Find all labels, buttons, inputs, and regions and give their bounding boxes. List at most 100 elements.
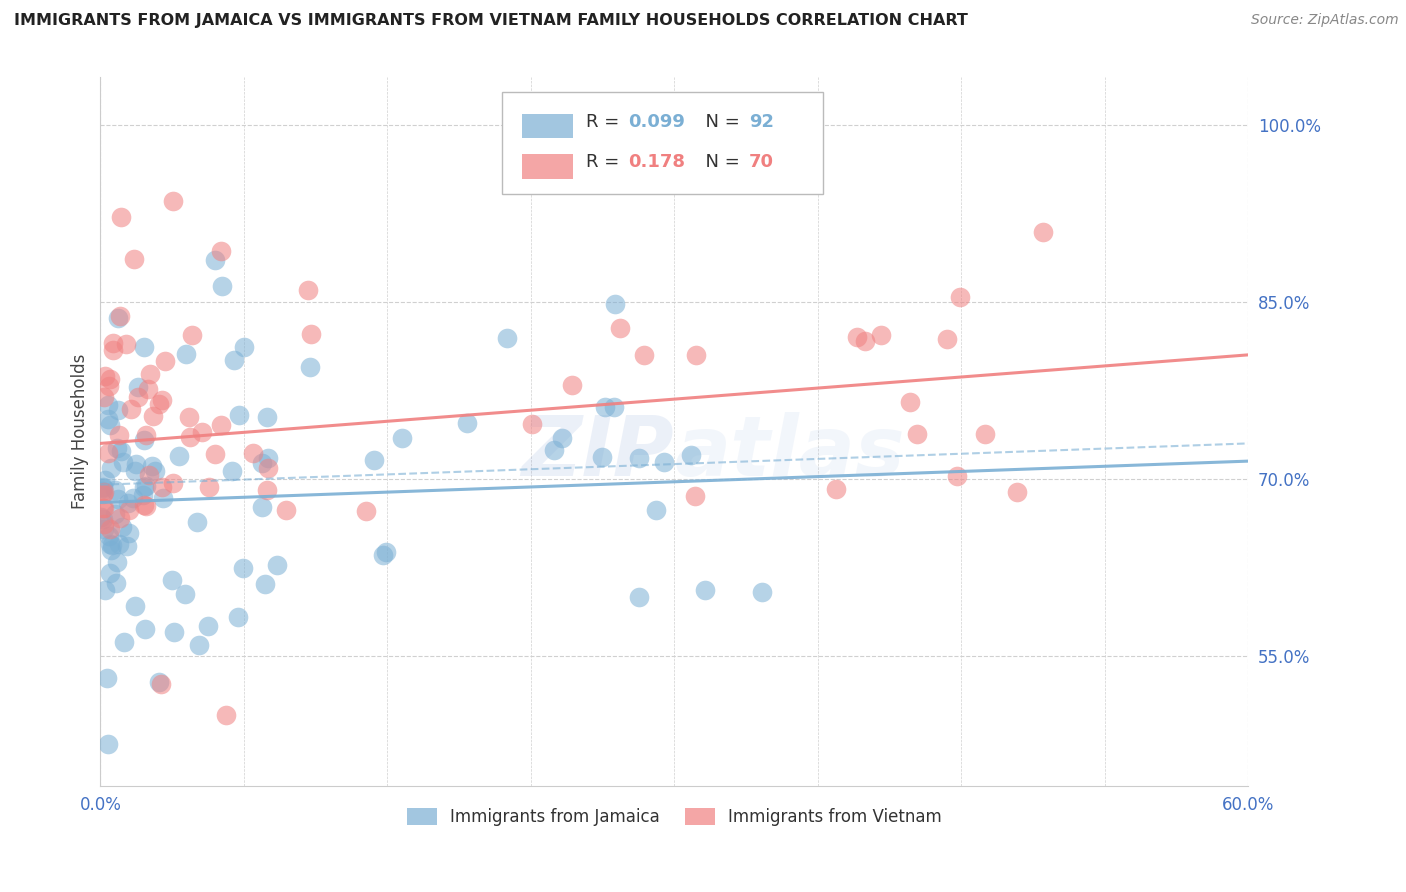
- Legend: Immigrants from Jamaica, Immigrants from Vietnam: Immigrants from Jamaica, Immigrants from…: [398, 799, 950, 834]
- Point: [209, 417, 232, 432]
- Point: [98, 418, 121, 433]
- Bar: [522, 114, 574, 138]
- Point: [105, 555, 128, 569]
- Point: [681, 448, 703, 462]
- Text: N =: N =: [693, 113, 745, 131]
- Point: [1007, 485, 1029, 500]
- Point: [134, 479, 156, 493]
- Point: [98, 379, 121, 393]
- Point: [150, 676, 173, 690]
- Point: [551, 431, 574, 445]
- Point: [633, 348, 655, 362]
- Point: [228, 409, 250, 423]
- Point: [111, 455, 134, 469]
- Point: [224, 352, 246, 367]
- Point: [136, 383, 159, 397]
- Point: [204, 447, 226, 461]
- Point: [135, 499, 157, 513]
- Point: [107, 492, 129, 507]
- Point: [135, 479, 157, 493]
- Point: [543, 442, 565, 457]
- Point: [198, 480, 221, 494]
- Point: [91, 486, 114, 500]
- Point: [869, 328, 891, 343]
- Point: [91, 483, 114, 498]
- Point: [93, 522, 115, 536]
- Point: [124, 599, 146, 613]
- Point: [593, 400, 616, 414]
- Point: [456, 416, 478, 430]
- Point: [609, 320, 631, 334]
- Point: [150, 480, 173, 494]
- Point: [110, 444, 132, 458]
- Point: [174, 347, 197, 361]
- Point: [232, 561, 254, 575]
- Point: [127, 391, 149, 405]
- Point: [142, 409, 165, 423]
- Point: [118, 525, 141, 540]
- Point: [122, 252, 145, 266]
- Point: [107, 310, 129, 325]
- Point: [250, 500, 273, 514]
- Point: [374, 545, 396, 559]
- Point: [150, 393, 173, 408]
- Point: [898, 395, 921, 409]
- Point: [132, 498, 155, 512]
- Point: [105, 575, 128, 590]
- Point: [114, 336, 136, 351]
- Point: [693, 583, 716, 598]
- Point: [628, 451, 651, 466]
- Point: [138, 468, 160, 483]
- Point: [645, 503, 668, 517]
- Point: [117, 539, 139, 553]
- Point: [124, 464, 146, 478]
- Point: [96, 671, 118, 685]
- Point: [93, 501, 115, 516]
- Point: [145, 463, 167, 477]
- Point: [949, 290, 972, 304]
- FancyBboxPatch shape: [502, 92, 824, 194]
- Point: [256, 409, 278, 424]
- Point: [603, 400, 626, 414]
- Point: [228, 610, 250, 624]
- Point: [98, 536, 121, 550]
- Point: [266, 558, 288, 572]
- Point: [104, 483, 127, 497]
- Point: [135, 428, 157, 442]
- Point: [100, 538, 122, 552]
- Point: [188, 638, 211, 652]
- Point: [132, 488, 155, 502]
- Point: [90, 510, 112, 524]
- Point: [91, 481, 114, 495]
- Point: [209, 244, 232, 259]
- Point: [93, 390, 115, 404]
- Point: [100, 461, 122, 475]
- Point: [520, 417, 543, 432]
- Point: [298, 359, 321, 374]
- Point: [252, 457, 274, 471]
- Point: [122, 491, 145, 505]
- Point: [127, 380, 149, 394]
- Point: [93, 500, 115, 515]
- Point: [257, 450, 280, 465]
- Point: [110, 210, 132, 224]
- Point: [138, 367, 160, 381]
- Point: [160, 573, 183, 587]
- Point: [973, 426, 995, 441]
- Point: [221, 464, 243, 478]
- Text: Source: ZipAtlas.com: Source: ZipAtlas.com: [1251, 13, 1399, 28]
- Point: [211, 279, 233, 293]
- Point: [256, 461, 278, 475]
- Text: 0.099: 0.099: [628, 113, 685, 131]
- Text: R =: R =: [586, 153, 630, 171]
- Point: [153, 354, 176, 368]
- Point: [118, 503, 141, 517]
- Point: [117, 496, 139, 510]
- Point: [94, 582, 117, 597]
- Point: [94, 369, 117, 384]
- Point: [751, 585, 773, 599]
- Point: [97, 446, 120, 460]
- Text: 70: 70: [749, 153, 773, 171]
- Point: [132, 340, 155, 354]
- Point: [120, 401, 142, 416]
